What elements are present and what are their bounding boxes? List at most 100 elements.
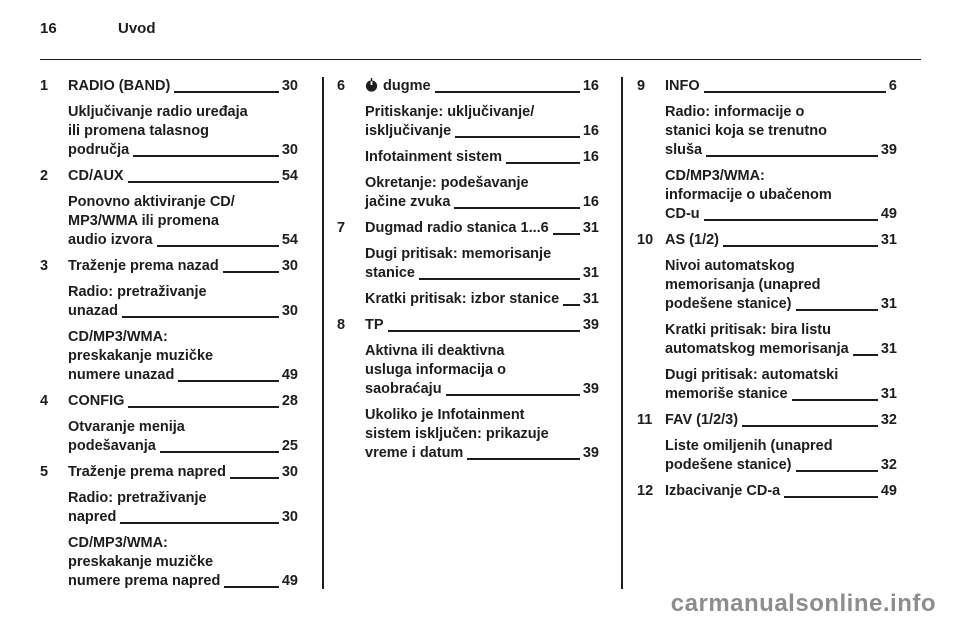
dot-leader	[742, 425, 878, 427]
entry-line: Radio: informacije o	[665, 103, 897, 122]
entry-line: CONFIG 28	[68, 392, 298, 411]
entry-text: AS (1/2)	[665, 232, 719, 248]
toc-subentry: Nivoi automatskog memorisanja (unapred pod…	[637, 257, 897, 314]
entry-text: automatskog memorisanja	[665, 341, 849, 357]
toc-entry: 7 Dugmad radio stanica 1...6 31	[337, 219, 599, 238]
entry-line: Ponovno aktiviranje CD/	[68, 193, 298, 212]
dot-leader	[467, 458, 580, 460]
entry-line: ili promena talasnog	[68, 122, 298, 141]
entry-number	[637, 103, 665, 160]
entry-text: saobraćaju	[365, 381, 442, 397]
dot-leader	[128, 406, 279, 408]
entry-text: podešavanja	[68, 438, 156, 454]
toc-subentry: Uključivanje radio uređaja ili promena ta…	[40, 103, 298, 160]
dot-leader	[174, 91, 279, 93]
entry-content: Ponovno aktiviranje CD/MP3/WMA ili prome…	[68, 193, 298, 250]
entry-text: usluga informacija o	[365, 362, 506, 378]
entry-text: TP	[365, 317, 384, 333]
entry-text: vreme i datum	[365, 445, 464, 461]
entry-content: Traženje prema nazad 30	[68, 257, 298, 276]
entry-line: podešene stanice) 31	[665, 295, 897, 314]
page-ref: 49	[281, 367, 298, 383]
entry-text: MP3/WMA ili promena	[68, 213, 219, 229]
entry-text: Otvaranje menija	[68, 419, 185, 435]
entry-line: INFO 6	[665, 77, 897, 96]
entry-text: Liste omiljenih (unapred	[665, 438, 833, 454]
entry-number: 4	[40, 393, 49, 409]
entry-text: Traženje prema napred	[68, 464, 226, 480]
entry-number	[40, 328, 68, 385]
entry-line: AS (1/2) 31	[665, 231, 897, 250]
page-ref: 30	[281, 78, 298, 94]
page-ref: 32	[880, 457, 897, 473]
page-ref: 30	[281, 142, 298, 158]
toc-entry: 11 FAV (1/2/3) 32	[637, 411, 897, 430]
entry-text: podešene stanice)	[665, 457, 792, 473]
entry-content: TP 39	[365, 316, 599, 335]
page-ref: 32	[880, 412, 897, 428]
entry-line: Traženje prema napred 30	[68, 463, 298, 482]
dot-leader	[127, 181, 279, 183]
entry-line: Okretanje: podešavanje	[365, 174, 599, 193]
entry-line: Otvaranje menija	[68, 418, 298, 437]
entry-number	[337, 103, 365, 141]
entry-line: Nivoi automatskog	[665, 257, 897, 276]
dot-leader	[505, 162, 580, 164]
entry-number	[337, 406, 365, 463]
entry-text: područja	[68, 142, 130, 158]
entry-text: informacije o ubačenom	[665, 187, 832, 203]
toc-entry: 2 CD/AUX 54	[40, 167, 298, 186]
dot-leader	[156, 245, 279, 247]
dot-leader	[434, 91, 580, 93]
toc-subentry: CD/MP3/WMA: informacije o ubačenom CD-u 49	[637, 167, 897, 224]
entry-line: Ukoliko je Infotainment	[365, 406, 599, 425]
entry-content: Radio: pretraživanje napred 30	[68, 489, 298, 527]
toc-subentry: Kratki pritisak: izbor stanice 31	[337, 290, 599, 309]
entry-content: Kratki pritisak: bira listu automatskog m…	[665, 321, 897, 359]
power-icon	[365, 78, 378, 97]
page-ref: 31	[880, 296, 897, 312]
entry-line: CD-u 49	[665, 205, 897, 224]
entry-text: CD/AUX	[68, 168, 124, 184]
entry-number	[40, 418, 68, 456]
dot-leader	[784, 496, 878, 498]
entry-line: sluša 39	[665, 141, 897, 160]
toc-subentry: Aktivna ili deaktivna usluga informacija …	[337, 342, 599, 399]
entry-text: napred	[68, 509, 117, 525]
toc-column-2: 6 dugme 16 Pritiskanje: uključivanje/isklju…	[337, 77, 599, 589]
entry-text: memorisanja (unapred	[665, 277, 821, 293]
entry-line: saobraćaju 39	[365, 380, 599, 399]
toc-subentry: Ponovno aktiviranje CD/MP3/WMA ili prome…	[40, 193, 298, 250]
page-ref: 16	[582, 123, 599, 139]
entry-line: MP3/WMA ili promena	[68, 212, 298, 231]
dot-leader	[454, 207, 580, 209]
toc-entry: 8 TP 39	[337, 316, 599, 335]
entry-text: dugme	[383, 78, 431, 94]
page-ref: 30	[281, 258, 298, 274]
entry-text: Dugi pritisak: automatski	[665, 367, 839, 383]
entry-text: INFO	[665, 78, 700, 94]
entry-number: 1	[40, 78, 49, 94]
page-ref: 31	[880, 341, 897, 357]
toc-subentry: Okretanje: podešavanje jačine zvuka 16	[337, 174, 599, 212]
entry-content: Dugi pritisak: automatski memoriše stanic…	[665, 366, 897, 404]
entry-number: 3	[40, 258, 49, 274]
toc-subentry: Dugi pritisak: memorisanje stanice 31	[337, 245, 599, 283]
entry-number: 10	[637, 232, 654, 248]
entry-number: 6	[337, 78, 346, 94]
entry-number	[40, 103, 68, 160]
entry-line: Izbacivanje CD-a 49	[665, 482, 897, 501]
entry-text: preskakanje muzičke	[68, 554, 214, 570]
entry-line: unazad 30	[68, 302, 298, 321]
entry-line: memoriše stanice 31	[665, 385, 897, 404]
page-ref: 39	[582, 445, 599, 461]
entry-content: Okretanje: podešavanje jačine zvuka 16	[365, 174, 599, 212]
dot-leader	[795, 309, 878, 311]
entry-text: Kratki pritisak: bira listu	[665, 322, 831, 338]
entry-line: područja 30	[68, 141, 298, 160]
dot-leader	[563, 304, 580, 306]
entry-number: 9	[637, 78, 646, 94]
entry-content: INFO 6	[665, 77, 897, 96]
entry-number	[637, 321, 665, 359]
